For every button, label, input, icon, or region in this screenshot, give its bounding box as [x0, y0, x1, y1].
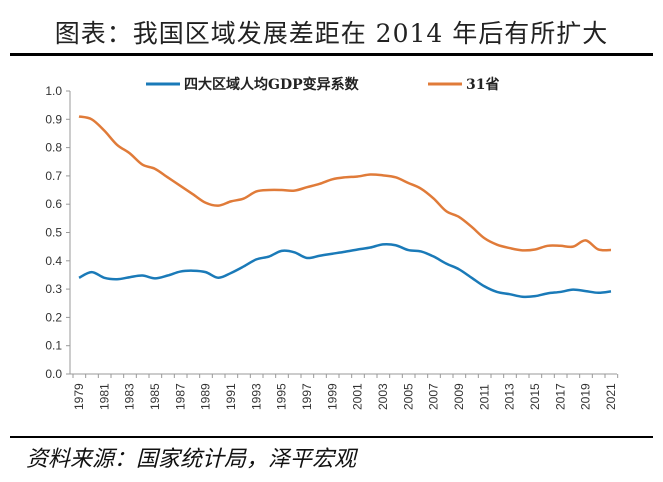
axes: 0.0 0.1 0.2 0.3 0.4 0.5 0.6 0.7 0.8 0.9 1.0 1979 198… — [45, 84, 619, 410]
x-tick-label: 1989 — [199, 383, 213, 410]
title-divider — [10, 53, 653, 56]
legend-label: 31省 — [466, 76, 499, 93]
x-tick-label: 2009 — [452, 383, 466, 410]
y-tick-label: 0.1 — [45, 339, 62, 353]
x-tick-label: 2007 — [427, 383, 441, 410]
chart-title: 图表：我国区域发展差距在 2014 年后有所扩大 — [54, 19, 609, 48]
x-tick-label: 1987 — [173, 383, 187, 410]
x-tick-label: 1999 — [325, 383, 339, 410]
y-tick-label: 0.9 — [45, 112, 62, 126]
y-tick-label: 0.0 — [45, 367, 62, 381]
y-tick-label: 0.3 — [45, 282, 62, 296]
x-tick-label: 1993 — [249, 383, 263, 410]
source-divider — [10, 436, 653, 438]
x-tick-label: 2019 — [579, 383, 593, 410]
y-tick-label: 0.8 — [45, 141, 62, 155]
x-tick-label: 2015 — [528, 383, 542, 410]
x-tick-label: 1995 — [275, 383, 289, 410]
series-line-1 — [78, 115, 612, 252]
source-note: 资料来源：国家统计局，泽平宏观 — [26, 447, 357, 472]
y-tick-label: 1.0 — [45, 84, 62, 98]
x-tick-label: 1991 — [224, 383, 238, 410]
y-tick-label: 0.5 — [45, 226, 62, 240]
x-tick-label: 2005 — [401, 383, 415, 410]
x-tick-label: 1979 — [72, 383, 86, 410]
series-lines — [78, 115, 612, 299]
series-line-0 — [78, 242, 612, 299]
x-tick-label: 1981 — [97, 383, 111, 410]
y-tick-label: 0.4 — [45, 254, 62, 268]
y-tick-label: 0.2 — [45, 310, 62, 324]
y-tick-label: 0.7 — [45, 169, 62, 183]
x-tick-label: 2013 — [503, 383, 517, 410]
legend: 四大区域人均GDP变异系数 31省 — [146, 76, 499, 93]
x-tick-label: 1983 — [123, 383, 137, 410]
x-tick-label: 2021 — [604, 383, 618, 410]
x-tick-label: 2003 — [376, 383, 390, 410]
x-tick-label: 2001 — [351, 383, 365, 410]
x-tick-label: 2011 — [477, 384, 491, 410]
x-tick-label: 1985 — [148, 383, 162, 410]
x-tick-label: 1997 — [300, 383, 314, 410]
legend-label: 四大区域人均GDP变异系数 — [184, 76, 360, 93]
y-tick-label: 0.6 — [45, 197, 62, 211]
x-tick-label: 2017 — [553, 383, 567, 410]
